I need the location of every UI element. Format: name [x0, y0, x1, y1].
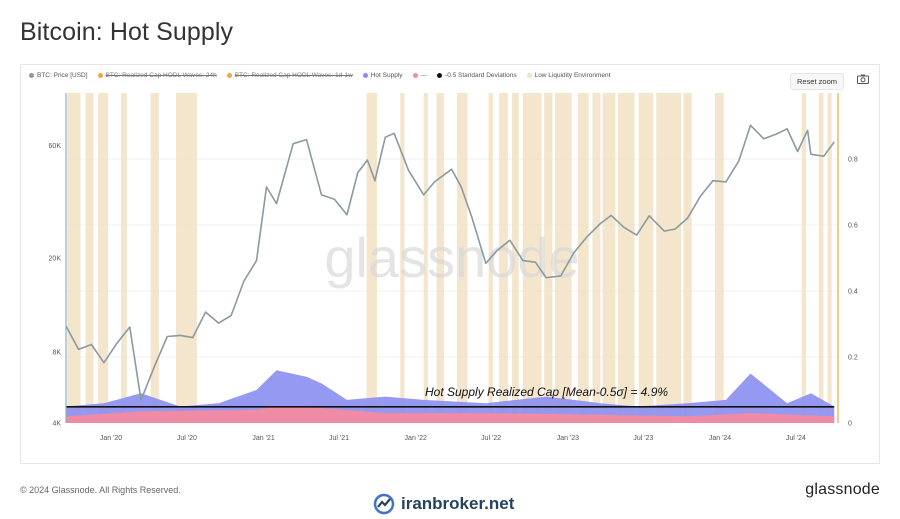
y-right-tick-label: 0.2: [848, 355, 858, 362]
annotation-text: Hot Supply Realized Cap [Mean-0.5σ] = 4.…: [425, 385, 668, 399]
legend-swatch: [97, 73, 103, 78]
iranbroker-logo: iranbroker.net: [373, 493, 514, 515]
low-liquidity-band: [577, 93, 589, 423]
legend-item-hot-supply[interactable]: Hot Supply: [362, 72, 403, 79]
y-right-tick-label: 0.4: [848, 289, 858, 296]
chart-legend: BTC: Price [USD] BTC: Realized Cap HODL …: [29, 72, 759, 79]
legend-item-dashes[interactable]: ---: [412, 72, 428, 79]
x-tick-label: Jan '24: [709, 435, 731, 442]
low-liquidity-band: [638, 93, 654, 423]
legend-item-std-dev[interactable]: -0.5 Standard Deviations: [437, 72, 517, 79]
legend-label: -0.5 Standard Deviations: [445, 72, 517, 79]
iranbroker-logo-icon: [373, 493, 395, 515]
x-tick-label: Jan '22: [405, 435, 427, 442]
x-tick-label: Jan '20: [100, 435, 122, 442]
low-liquidity-band: [436, 93, 445, 423]
low-liquidity-band: [827, 93, 832, 423]
y-right-tick-label: 0.6: [848, 223, 858, 230]
low-liquidity-band: [554, 93, 572, 423]
iranbroker-text: iranbroker.net: [401, 494, 515, 513]
copyright-text: © 2024 Glassnode. All Rights Reserved.: [20, 485, 181, 495]
low-liquidity-band: [818, 93, 824, 423]
hot-supply-secondary-area: [66, 406, 835, 423]
x-tick-label: Jul '22: [481, 435, 501, 442]
legend-item-hodl-1d-1w[interactable]: BTC: Realized Cap HODL Waves: 1d-1w: [226, 72, 353, 79]
low-liquidity-band: [98, 93, 109, 423]
legend-item-low-liquidity[interactable]: Low Liquidity Environment: [526, 72, 611, 79]
legend-label: BTC: Realized Cap HODL Waves: 1d-1w: [234, 72, 353, 79]
x-tick-label: Jul '21: [329, 435, 349, 442]
glassnode-brand: glassnode: [805, 481, 880, 498]
x-tick-label: Jan '21: [252, 435, 274, 442]
legend-item-price[interactable]: BTC: Price [USD]: [29, 72, 88, 79]
legend-item-hodl-24h[interactable]: BTC: Realized Cap HODL Waves: 24h: [97, 72, 217, 79]
low-liquidity-band: [602, 93, 616, 423]
low-liquidity-band: [423, 93, 428, 423]
low-liquidity-band: [715, 93, 724, 423]
low-liquidity-band: [150, 93, 159, 423]
low-liquidity-band: [67, 93, 81, 423]
legend-swatch: [362, 73, 368, 78]
legend-swatch: [29, 73, 34, 78]
low-liquidity-band: [522, 93, 542, 423]
low-liquidity-band: [121, 93, 127, 423]
low-liquidity-band: [85, 93, 94, 423]
low-liquidity-band: [592, 93, 601, 423]
legend-label: BTC: Realized Cap HODL Waves: 24h: [105, 72, 217, 79]
camera-icon[interactable]: [857, 74, 869, 84]
low-liquidity-band: [499, 93, 508, 423]
y-right-tick-label: 0: [848, 421, 852, 428]
low-liquidity-band: [457, 93, 468, 423]
low-liquidity-band: [400, 93, 405, 423]
watermark: glassnode: [324, 226, 579, 289]
low-liquidity-band: [512, 93, 519, 423]
legend-label: Hot Supply: [370, 72, 403, 79]
low-liquidity-band: [366, 93, 377, 423]
x-tick-label: Jan '23: [557, 435, 579, 442]
legend-swatch: [526, 73, 532, 78]
y-left-tick-label: 8K: [52, 349, 61, 356]
chart-card: BTC: Price [USD] BTC: Realized Cap HODL …: [20, 64, 880, 464]
legend-swatch: [412, 73, 418, 78]
y-left-tick-label: 4K: [52, 421, 61, 428]
x-tick-label: Jul '24: [786, 435, 806, 442]
y-left-tick-label: 60K: [49, 143, 62, 150]
chart-plot: glassnode 4K 8K 20K 60K 0 0.2 0.4 0.6 0.8 Jan '20 J…: [49, 93, 858, 442]
y-right-tick-label: 0.8: [848, 157, 858, 164]
price-line: [65, 124, 835, 401]
low-liquidity-band: [801, 93, 806, 423]
page-title: Bitcoin: Hot Supply: [20, 18, 234, 46]
legend-swatch: [437, 73, 443, 78]
y-left-tick-label: 20K: [49, 256, 62, 263]
legend-label: BTC: Price [USD]: [37, 72, 88, 79]
legend-swatch: [226, 73, 232, 78]
low-liquidity-band: [656, 93, 682, 423]
legend-label: ---: [420, 72, 428, 79]
low-liquidity-band: [176, 93, 197, 423]
low-liquidity-band: [683, 93, 692, 423]
legend-label: Low Liquidity Environment: [534, 72, 611, 79]
low-liquidity-band: [544, 93, 553, 423]
low-liquidity-band: [617, 93, 635, 423]
x-tick-label: Jul '23: [633, 435, 653, 442]
x-tick-label: Jul '20: [177, 435, 197, 442]
reset-zoom-button[interactable]: Reset zoom: [789, 73, 844, 90]
